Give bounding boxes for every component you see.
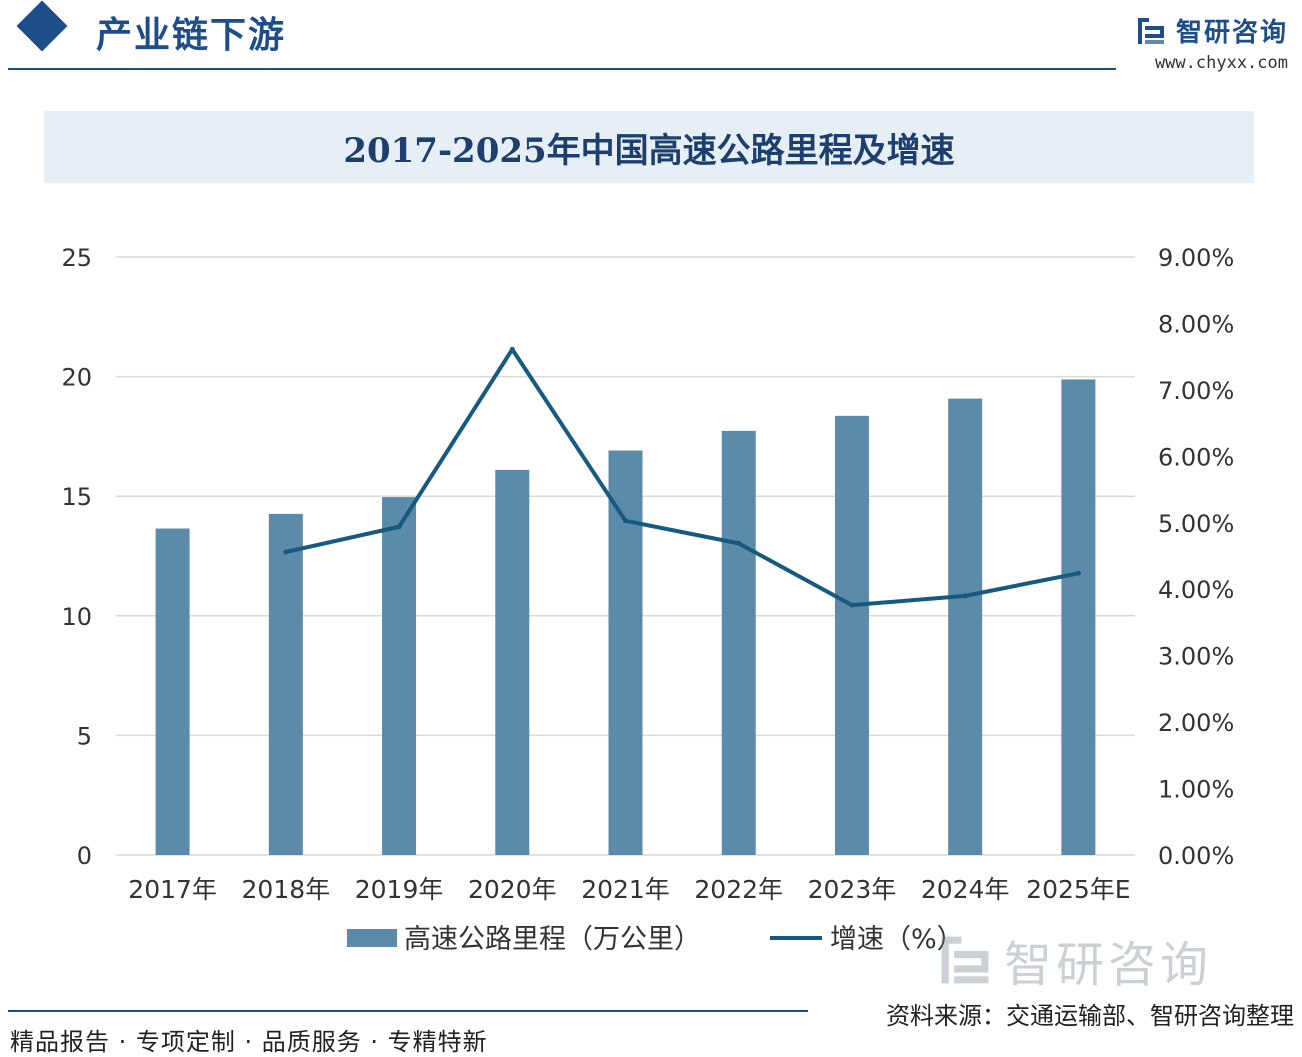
x-tick-label: 2025年E	[1026, 875, 1130, 904]
bar	[721, 430, 756, 855]
brand: 智研咨询 www.chyxx.com	[1136, 12, 1288, 73]
right-tick-label: 7.00%	[1158, 377, 1234, 405]
right-tick-label: 2.00%	[1158, 709, 1234, 737]
header: 产业链下游 智研咨询 www.chyxx.com	[0, 0, 1302, 80]
watermark-text: 智研咨询	[1004, 937, 1213, 993]
bar	[495, 469, 530, 855]
legend-line-label: 增速（%）	[830, 924, 964, 955]
right-tick-label: 5.00%	[1158, 510, 1234, 538]
chart-title-band: 2017-2025年中国高速公路里程及增速	[44, 111, 1254, 183]
line-series	[283, 346, 1081, 608]
bar	[268, 513, 303, 855]
right-tick-label: 9.00%	[1158, 244, 1234, 272]
right-tick-label: 3.00%	[1158, 643, 1234, 671]
growth-point	[736, 540, 742, 546]
legend-bar-label: 高速公路里程（万公里）	[404, 924, 701, 955]
right-tick-label: 4.00%	[1158, 576, 1234, 604]
left-tick-label: 25	[61, 244, 92, 272]
legend-bar-swatch	[347, 929, 397, 947]
brand-url: www.chyxx.com	[1154, 53, 1288, 73]
growth-line	[285, 347, 1079, 608]
x-tick-label: 2018年	[242, 875, 331, 904]
chart: 0 5 10 15 20 25 0.00% 1.00% 2.00% 3.00% 4.00% 5.00%…	[61, 244, 1234, 955]
left-tick-label: 20	[61, 364, 92, 392]
bar	[1061, 379, 1096, 855]
growth-point	[623, 518, 628, 524]
bar	[155, 528, 190, 855]
bar	[608, 450, 643, 855]
section-title: 产业链下游	[96, 14, 287, 56]
footer-tagline: 精品报告 · 专项定制 · 品质服务 · 专精特新	[10, 1028, 488, 1056]
legend: 高速公路里程（万公里） 增速（%）	[347, 924, 964, 955]
growth-point	[1075, 570, 1081, 576]
left-tick-label: 10	[61, 603, 92, 631]
growth-point	[849, 602, 855, 608]
footer-divider	[8, 1010, 808, 1012]
x-tick-label: 2024年	[921, 875, 1010, 904]
x-tick-label: 2019年	[355, 875, 444, 904]
x-tick-label: 2021年	[581, 875, 670, 904]
watermark-logo-icon	[941, 936, 989, 984]
right-tick-label: 6.00%	[1158, 443, 1234, 471]
left-tick-label: 5	[77, 722, 92, 750]
right-tick-label: 0.00%	[1158, 842, 1234, 870]
left-tick-label: 15	[61, 483, 92, 511]
growth-point	[283, 549, 289, 555]
x-tick-label: 2020年	[468, 875, 557, 904]
bar	[834, 415, 869, 855]
left-tick-label: 0	[77, 842, 92, 870]
bar	[382, 497, 417, 855]
header-divider	[8, 68, 1116, 70]
x-tick-label: 2023年	[808, 875, 897, 904]
right-tick-label: 1.00%	[1158, 776, 1234, 804]
brand-name: 智研咨询	[1175, 18, 1288, 48]
bar-series	[155, 379, 1096, 855]
brand-logo-icon	[1137, 17, 1164, 44]
x-tick-label: 2017年	[128, 875, 217, 904]
growth-point	[396, 524, 402, 530]
bar	[948, 398, 983, 855]
growth-point	[509, 346, 515, 352]
footer-source: 资料来源：交通运输部、智研咨询整理	[886, 1002, 1294, 1030]
growth-point	[962, 593, 968, 599]
axis-labels: 0 5 10 15 20 25 0.00% 1.00% 2.00% 3.00% 4.00% 5.00%…	[61, 244, 1234, 904]
x-tick-label: 2022年	[694, 875, 783, 904]
chart-title: 2017-2025年中国高速公路里程及增速	[343, 130, 955, 171]
watermark: 智研咨询	[938, 925, 1212, 995]
right-tick-label: 8.00%	[1158, 310, 1234, 338]
